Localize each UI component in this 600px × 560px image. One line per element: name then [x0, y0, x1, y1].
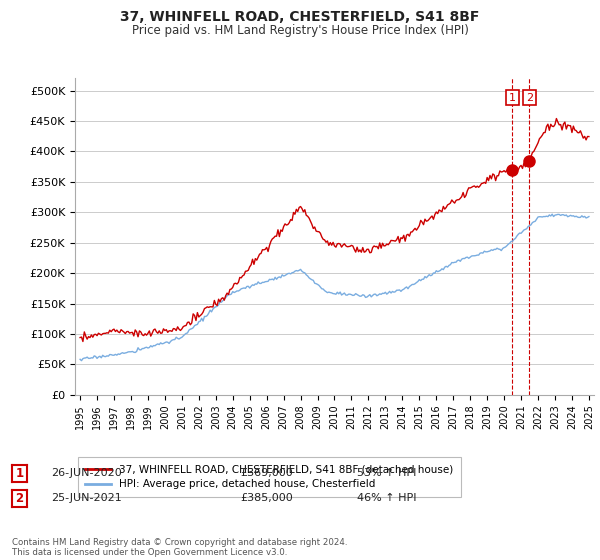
Text: 37, WHINFELL ROAD, CHESTERFIELD, S41 8BF: 37, WHINFELL ROAD, CHESTERFIELD, S41 8BF [121, 10, 479, 24]
Text: £385,000: £385,000 [240, 493, 293, 503]
Legend: 37, WHINFELL ROAD, CHESTERFIELD, S41 8BF (detached house), HPI: Average price, d: 37, WHINFELL ROAD, CHESTERFIELD, S41 8BF… [77, 457, 461, 497]
Text: 46% ↑ HPI: 46% ↑ HPI [357, 493, 416, 503]
Text: 2: 2 [526, 92, 533, 102]
Text: £369,000: £369,000 [240, 468, 293, 478]
Text: 2: 2 [16, 492, 24, 505]
Text: 26-JUN-2020: 26-JUN-2020 [51, 468, 122, 478]
Text: 25-JUN-2021: 25-JUN-2021 [51, 493, 122, 503]
Text: 53% ↑ HPI: 53% ↑ HPI [357, 468, 416, 478]
Text: Price paid vs. HM Land Registry's House Price Index (HPI): Price paid vs. HM Land Registry's House … [131, 24, 469, 36]
Text: 1: 1 [509, 92, 516, 102]
Text: Contains HM Land Registry data © Crown copyright and database right 2024.
This d: Contains HM Land Registry data © Crown c… [12, 538, 347, 557]
Text: 1: 1 [16, 466, 24, 480]
